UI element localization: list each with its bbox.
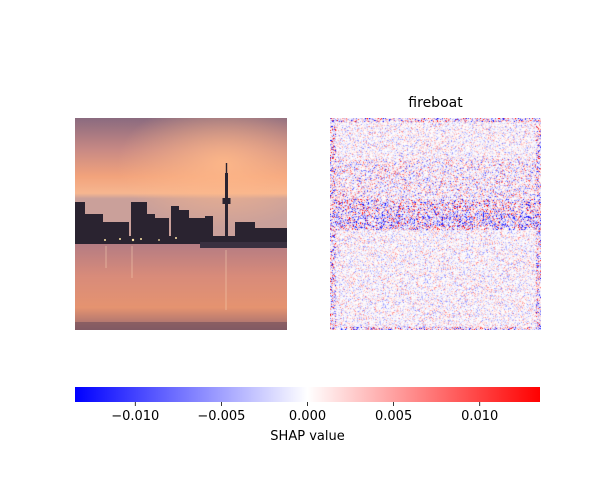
skyline	[75, 163, 287, 244]
shap-heatmap	[330, 118, 541, 330]
colorbar-label: SHAP value	[270, 429, 345, 444]
colorbar-tick-label: −0.005	[197, 409, 246, 424]
colorbar	[75, 387, 540, 406]
photo-panel	[75, 118, 287, 330]
colorbar-tick-label: −0.010	[111, 409, 160, 424]
colorbar-tick-label: 0.000	[288, 409, 327, 424]
panel-title: fireboat	[408, 95, 463, 111]
colorbar-tick-label: 0.010	[461, 409, 499, 424]
colorbar-tick-label: 0.005	[375, 409, 413, 424]
colorbar-gradient	[75, 387, 540, 402]
water	[75, 240, 287, 330]
